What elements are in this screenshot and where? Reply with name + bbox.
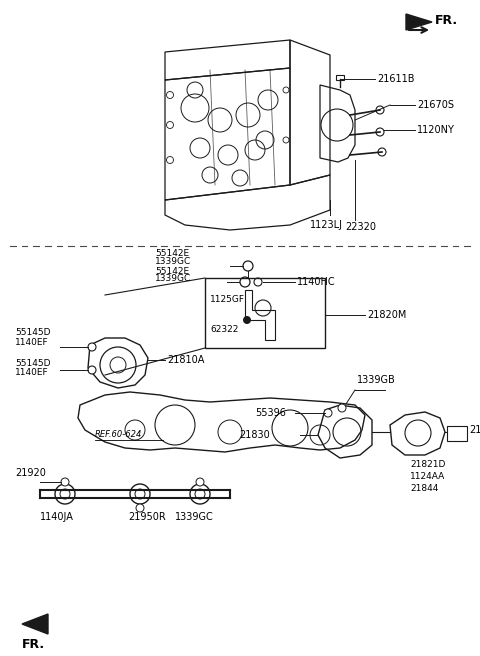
Text: 1140JA: 1140JA [40,512,74,522]
Text: 1140HC: 1140HC [297,277,336,287]
Text: 21820M: 21820M [367,310,407,320]
Text: 21810A: 21810A [167,355,204,365]
Text: 1339GC: 1339GC [155,257,191,266]
Circle shape [254,278,262,286]
Circle shape [88,366,96,374]
Circle shape [136,504,144,512]
Text: 1339GB: 1339GB [357,375,396,385]
Circle shape [376,106,384,114]
Text: 1140EF: 1140EF [15,368,48,377]
Text: 22320: 22320 [345,222,376,232]
Text: 62322: 62322 [210,325,239,334]
Polygon shape [406,14,432,30]
Circle shape [196,478,204,486]
Text: 1123LJ: 1123LJ [310,220,343,230]
Text: FR.: FR. [435,14,458,27]
Bar [205,278,325,348]
Circle shape [376,128,384,136]
Text: 21920: 21920 [15,468,46,478]
Text: 21880E: 21880E [469,425,480,435]
Circle shape [378,148,386,156]
Text: 55142E: 55142E [155,267,189,276]
Text: 1339GC: 1339GC [175,512,214,522]
Text: 21611B: 21611B [377,74,415,84]
Circle shape [240,277,250,287]
Text: 21670S: 21670S [417,100,454,110]
Text: 21950R: 21950R [128,512,166,522]
Text: REF.60-624: REF.60-624 [95,430,143,439]
Text: 21830: 21830 [239,430,270,440]
Text: 55142E: 55142E [155,249,189,258]
Text: 55396: 55396 [255,408,286,418]
Text: 21844: 21844 [410,484,438,493]
Text: 55145D: 55145D [15,359,50,368]
Circle shape [338,404,346,412]
Circle shape [61,478,69,486]
Bar [447,426,467,441]
Polygon shape [22,614,48,634]
Circle shape [88,343,96,351]
Text: 1124AA: 1124AA [410,472,445,481]
Text: FR.: FR. [22,638,45,651]
Text: 1120NY: 1120NY [417,125,455,135]
Text: 1339GC: 1339GC [155,274,191,283]
Circle shape [324,409,332,417]
Text: 1125GF: 1125GF [210,295,245,304]
Circle shape [243,316,251,324]
Text: 1140EF: 1140EF [15,338,48,347]
Text: 55145D: 55145D [15,328,50,337]
Bar [336,75,344,80]
Circle shape [243,261,253,271]
Text: 21821D: 21821D [410,460,445,469]
